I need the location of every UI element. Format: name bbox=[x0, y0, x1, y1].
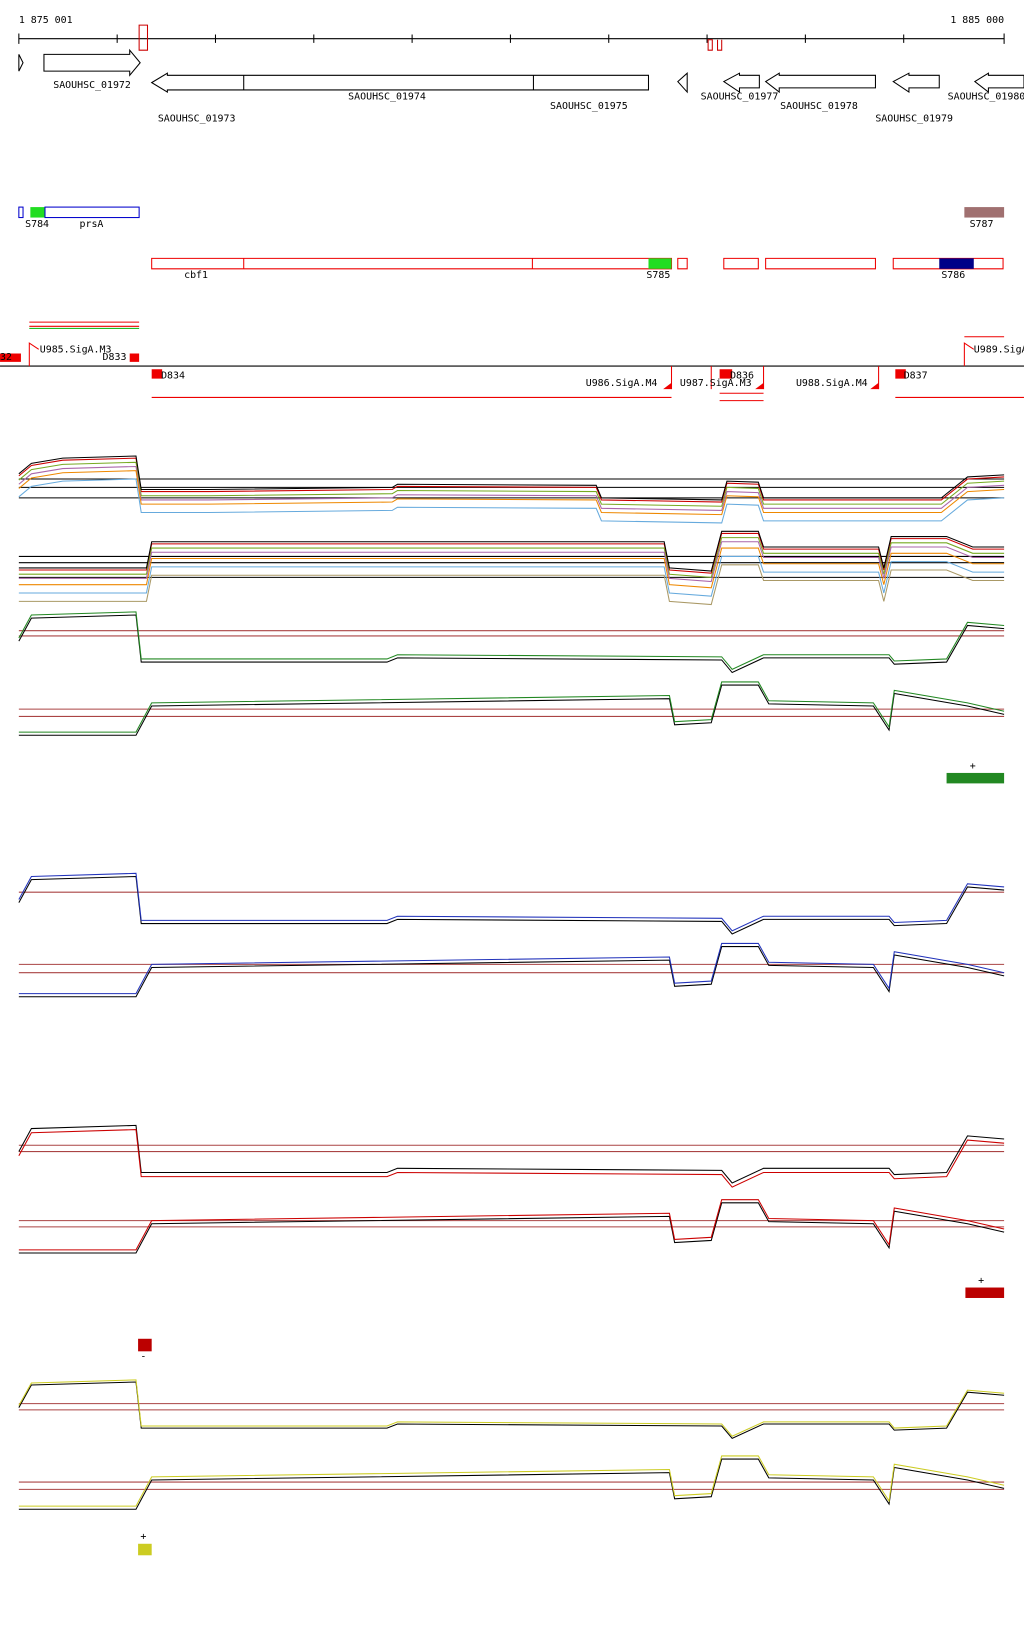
feature-track-shape bbox=[18, 206, 24, 219]
feature-track-label: S785 bbox=[646, 270, 670, 281]
green-track-signal-line bbox=[18, 684, 1005, 736]
promoter-track-label: U985.SigA.M3 bbox=[40, 344, 112, 355]
green-track-shape bbox=[946, 772, 1005, 784]
gene-arrows-shape bbox=[892, 72, 940, 94]
red-track-label: - bbox=[140, 1352, 146, 1363]
promoter-track-label: D837 bbox=[904, 371, 928, 382]
red-track-signal-line bbox=[18, 1202, 1005, 1254]
ruler-shape bbox=[18, 33, 1005, 44]
multi-expression-track-signal-line bbox=[18, 530, 1005, 572]
red-track-signal-line bbox=[18, 1129, 1005, 1188]
gene-arrows-label: SAOUHSC_01980 bbox=[948, 91, 1024, 102]
promoter-track: 32 U985.SigA.M3 D833 U989.SigA D834 U986… bbox=[0, 321, 1024, 402]
red-track-signal-line bbox=[18, 1199, 1005, 1251]
gene-arrows-label: SAOUHSC_01975 bbox=[550, 101, 628, 112]
blue-track-signal-line bbox=[18, 946, 1005, 998]
green-track-signal-line bbox=[18, 681, 1005, 733]
gene-arrows-shape bbox=[677, 72, 688, 94]
feature-track-shape bbox=[964, 207, 1005, 218]
blue-track-signal-line bbox=[18, 875, 1005, 935]
ruler: 1 875 001 1 885 000 bbox=[18, 15, 1005, 51]
promoter-track-label: U989.SigA bbox=[974, 344, 1024, 355]
gene-arrows: SAOUHSC_01972 SAOUHSC_01973 SAOUHSC_0197… bbox=[18, 48, 1024, 124]
gene-arrows-shape bbox=[764, 72, 876, 94]
feature-track-shape bbox=[44, 206, 140, 219]
gene-arrows-label: SAOUHSC_01973 bbox=[158, 113, 236, 124]
multi-expression-track-shape bbox=[18, 478, 1005, 578]
red-track-shape bbox=[138, 1338, 152, 1352]
multi-expression-track-signal-line bbox=[18, 455, 1005, 501]
feature-track-label: prsA bbox=[80, 219, 104, 230]
gene-arrows-shape bbox=[150, 72, 650, 93]
multi-expression-track-signal-line bbox=[18, 547, 1005, 589]
promoter-track-label: U988.SigA.M4 bbox=[796, 378, 868, 389]
promoter-track-label: U987.SigA.M3 bbox=[680, 378, 752, 389]
green-track: + bbox=[18, 611, 1005, 784]
promoter-track-shape bbox=[28, 342, 975, 390]
ruler-label: 1 885 000 bbox=[950, 15, 1004, 26]
red-track-shape bbox=[18, 1144, 1005, 1228]
promoter-track-label: D833 bbox=[103, 352, 127, 363]
green-track-signal-line bbox=[18, 611, 1005, 670]
green-track-signal-line bbox=[18, 614, 1005, 674]
ruler-shape bbox=[138, 24, 723, 51]
feature-track: S784 prsA S787 cbf1 S785 S786 bbox=[18, 206, 1005, 281]
feature-track-shape bbox=[30, 207, 45, 218]
yellow-track-shape bbox=[18, 1403, 1005, 1490]
feature-track-label: cbf1 bbox=[184, 270, 208, 281]
red-track-shape bbox=[965, 1287, 1005, 1298]
feature-track-shape bbox=[151, 257, 1004, 270]
gene-arrows-shape bbox=[18, 54, 24, 72]
blue-track-signal-line bbox=[18, 942, 1005, 995]
feature-track-shape bbox=[648, 258, 672, 269]
blue-track bbox=[18, 872, 1005, 998]
gene-arrows-label: SAOUHSC_01972 bbox=[53, 80, 131, 91]
green-track-label: + bbox=[970, 761, 976, 772]
yellow-track-shape bbox=[138, 1543, 152, 1556]
gene-arrows-shape bbox=[43, 48, 141, 77]
green-track-shape bbox=[18, 630, 1005, 717]
blue-track-shape bbox=[18, 891, 1005, 974]
promoter-track-label: 32 bbox=[0, 352, 12, 363]
promoter-track-label: U986.SigA.M4 bbox=[586, 378, 658, 389]
yellow-track-signal-line bbox=[18, 1455, 1005, 1507]
feature-track-label: S784 bbox=[25, 219, 49, 230]
gene-arrows-label: SAOUHSC_01979 bbox=[875, 113, 953, 124]
gene-arrows-label: SAOUHSC_01978 bbox=[780, 101, 858, 112]
gene-arrows-shape bbox=[973, 72, 1024, 94]
ruler-label: 1 875 001 bbox=[19, 15, 73, 26]
multi-expression-track bbox=[18, 455, 1005, 606]
blue-track-signal-line bbox=[18, 872, 1005, 932]
yellow-track-signal-line bbox=[18, 1458, 1005, 1510]
promoter-track-label: D836 bbox=[730, 371, 754, 382]
yellow-track-label: + bbox=[140, 1532, 146, 1543]
multi-expression-track-signal-line bbox=[18, 564, 1005, 606]
gene-arrows-label: SAOUHSC_01977 bbox=[701, 91, 779, 102]
multi-expression-track-signal-line bbox=[18, 478, 1005, 524]
feature-track-label: S787 bbox=[970, 219, 994, 230]
promoter-track-label: D834 bbox=[161, 371, 185, 382]
yellow-track: + bbox=[18, 1379, 1005, 1556]
feature-track-label: S786 bbox=[941, 270, 965, 281]
gene-arrows-shape bbox=[722, 72, 760, 94]
promoter-track-shape bbox=[29, 321, 1024, 402]
feature-track-shape bbox=[939, 258, 974, 269]
gene-arrows-label: SAOUHSC_01974 bbox=[348, 91, 426, 102]
red-track: + - bbox=[18, 1124, 1005, 1363]
red-track-signal-line bbox=[18, 1124, 1005, 1184]
red-track-label: + bbox=[978, 1275, 984, 1286]
